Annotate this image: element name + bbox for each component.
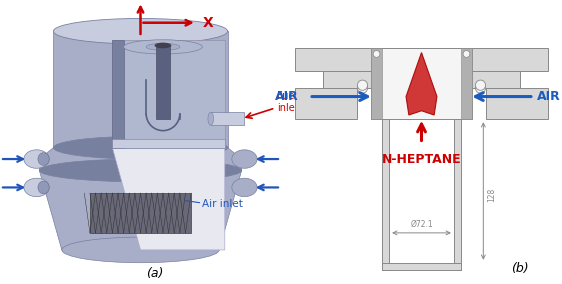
- Ellipse shape: [38, 153, 49, 165]
- Text: Air inlet: Air inlet: [202, 199, 243, 210]
- Text: 128: 128: [488, 187, 497, 202]
- Ellipse shape: [53, 136, 228, 159]
- Ellipse shape: [53, 18, 228, 44]
- Circle shape: [373, 51, 380, 57]
- Ellipse shape: [39, 159, 242, 182]
- Bar: [486, 88, 548, 119]
- Text: (a): (a): [146, 267, 163, 280]
- Polygon shape: [112, 40, 124, 148]
- Polygon shape: [39, 170, 242, 250]
- Polygon shape: [112, 40, 225, 148]
- Text: X: X: [202, 16, 213, 30]
- Bar: [371, 48, 472, 119]
- Bar: [454, 119, 461, 270]
- Bar: [323, 71, 520, 88]
- Ellipse shape: [38, 181, 49, 194]
- Circle shape: [475, 83, 486, 93]
- Circle shape: [357, 80, 368, 90]
- Ellipse shape: [24, 178, 49, 197]
- Text: AIR: AIR: [275, 90, 299, 103]
- Ellipse shape: [24, 150, 49, 168]
- Ellipse shape: [146, 43, 180, 51]
- Polygon shape: [406, 53, 437, 115]
- Polygon shape: [39, 148, 242, 170]
- Circle shape: [475, 80, 486, 90]
- Ellipse shape: [124, 40, 202, 54]
- Text: (b): (b): [511, 262, 529, 275]
- Ellipse shape: [155, 43, 171, 48]
- Text: AIR: AIR: [537, 90, 560, 103]
- Polygon shape: [112, 139, 225, 148]
- Circle shape: [357, 83, 368, 93]
- Bar: [371, 48, 382, 119]
- Text: Ø72.1: Ø72.1: [410, 220, 433, 229]
- Bar: [382, 263, 461, 270]
- Ellipse shape: [232, 150, 257, 168]
- Bar: [90, 193, 191, 233]
- Text: N-HEPTANE: N-HEPTANE: [382, 153, 461, 166]
- Ellipse shape: [62, 237, 219, 263]
- Ellipse shape: [208, 112, 214, 125]
- Polygon shape: [53, 31, 228, 148]
- Text: Fuel
inlet: Fuel inlet: [277, 91, 298, 113]
- Bar: [382, 119, 389, 270]
- Bar: [211, 112, 244, 125]
- Bar: [295, 48, 548, 71]
- Polygon shape: [112, 148, 225, 250]
- Bar: [461, 48, 472, 119]
- Circle shape: [463, 51, 470, 57]
- Bar: [295, 88, 357, 119]
- Ellipse shape: [232, 178, 257, 197]
- Bar: [156, 45, 170, 119]
